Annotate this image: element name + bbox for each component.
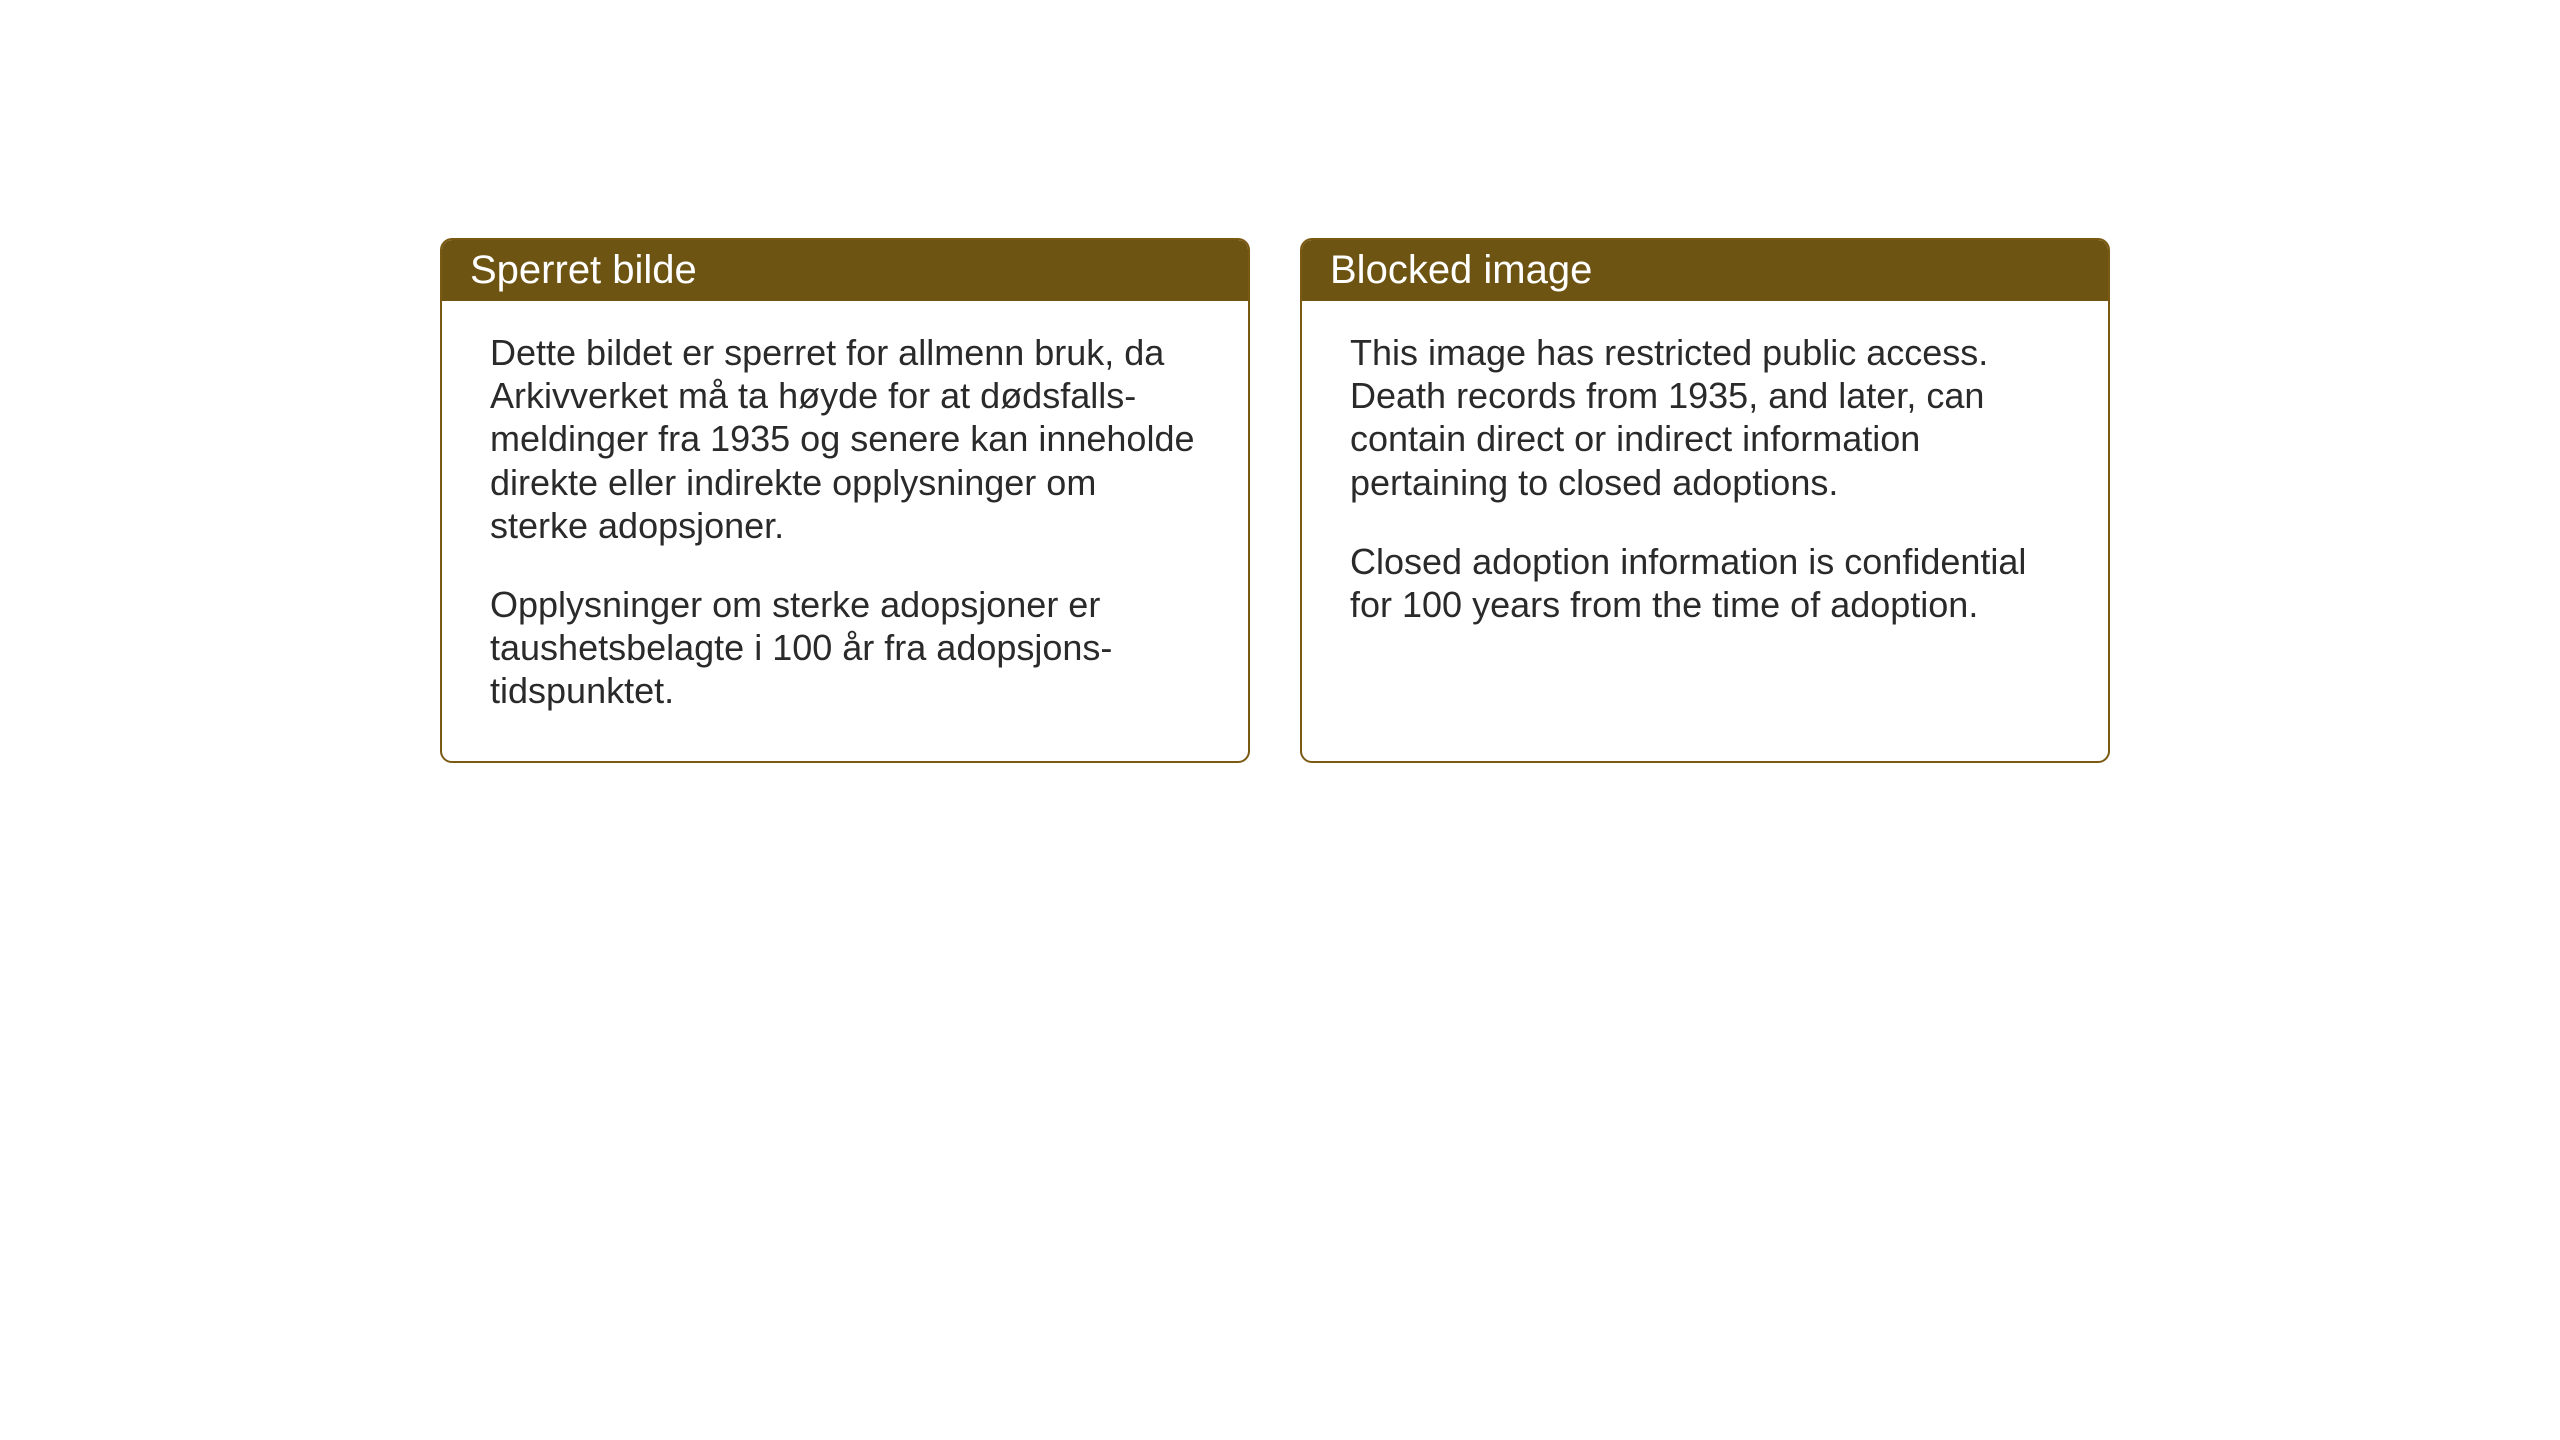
paragraph-norwegian-2: Opplysninger om sterke adopsjoner er tau…	[490, 583, 1200, 713]
panel-title-english: Blocked image	[1330, 248, 1592, 292]
panel-body-norwegian: Dette bildet er sperret for allmenn bruk…	[442, 301, 1248, 761]
panel-norwegian: Sperret bilde Dette bildet er sperret fo…	[440, 238, 1250, 763]
notice-container: Sperret bilde Dette bildet er sperret fo…	[440, 238, 2110, 763]
paragraph-english-2: Closed adoption information is confident…	[1350, 540, 2060, 626]
panel-title-norwegian: Sperret bilde	[470, 248, 697, 292]
paragraph-norwegian-1: Dette bildet er sperret for allmenn bruk…	[490, 331, 1200, 547]
paragraph-english-1: This image has restricted public access.…	[1350, 331, 2060, 504]
panel-body-english: This image has restricted public access.…	[1302, 301, 2108, 674]
panel-header-english: Blocked image	[1302, 240, 2108, 301]
panel-english: Blocked image This image has restricted …	[1300, 238, 2110, 763]
panel-header-norwegian: Sperret bilde	[442, 240, 1248, 301]
